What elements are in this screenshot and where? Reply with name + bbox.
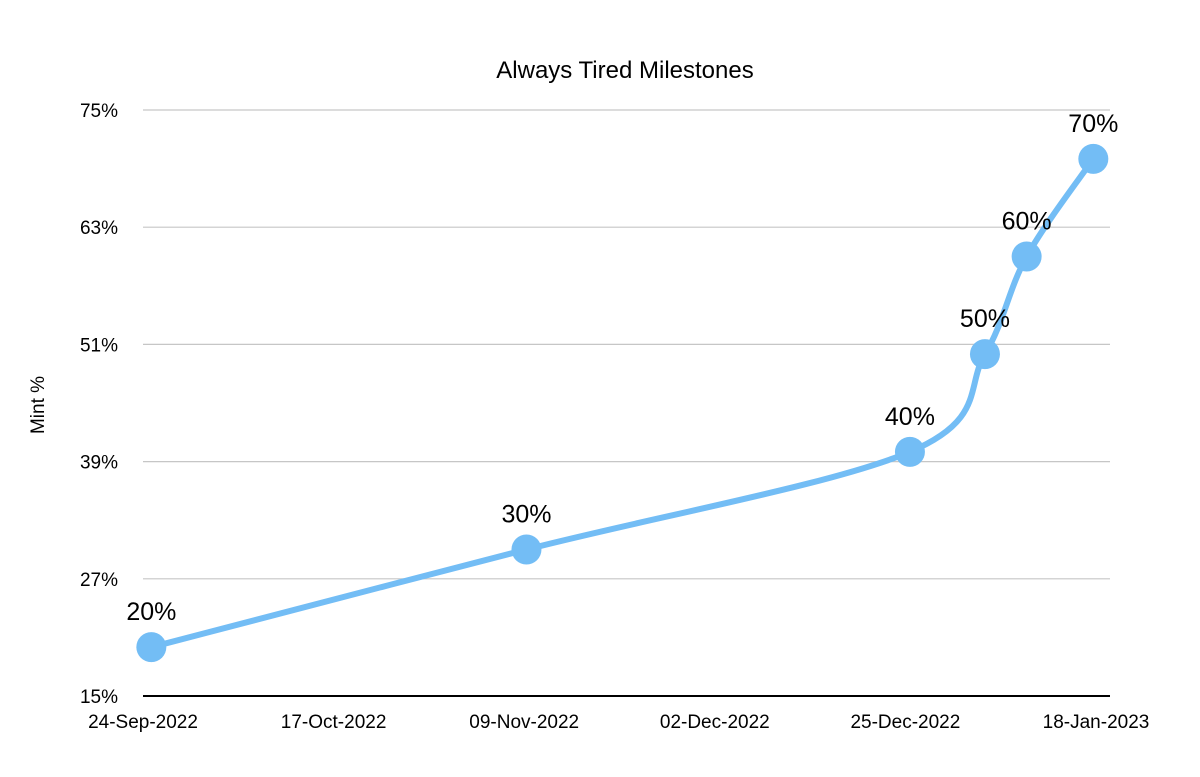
data-label: 20% [126, 598, 176, 626]
chart-title: Always Tired Milestones [496, 57, 753, 84]
data-point [969, 339, 1000, 370]
data-labels: 20% 30% 40% 50% 60% 70% [126, 110, 1118, 626]
data-point [1078, 143, 1109, 174]
x-tick-label: 09-Nov-2022 [469, 712, 579, 733]
y-tick-label: 27% [80, 570, 118, 591]
series-group [148, 155, 1097, 651]
y-tick-label: 51% [80, 335, 118, 356]
x-axis-ticks: 24-Sep-2022 17-Oct-2022 09-Nov-2022 02-Dec-… [88, 712, 1149, 733]
y-tick-label: 75% [80, 101, 118, 122]
data-points [136, 143, 1109, 663]
data-label: 60% [1002, 208, 1052, 236]
x-tick-label: 18-Jan-2023 [1043, 712, 1150, 733]
data-point [1011, 241, 1042, 272]
x-tick-label: 17-Oct-2022 [281, 712, 387, 733]
y-tick-label: 39% [80, 453, 118, 474]
y-tick-label: 63% [80, 218, 118, 239]
data-label: 50% [960, 305, 1010, 333]
grid-lines [143, 109, 1110, 697]
data-label: 30% [501, 501, 551, 529]
y-axis-label: Mint % [28, 376, 49, 434]
y-tick-label: 15% [80, 687, 118, 708]
x-tick-label: 02-Dec-2022 [660, 712, 770, 733]
data-label: 70% [1068, 110, 1118, 138]
series-line [148, 155, 1097, 651]
x-tick-label: 24-Sep-2022 [88, 712, 198, 733]
data-point [511, 534, 542, 565]
data-point [136, 632, 167, 663]
x-tick-label: 25-Dec-2022 [850, 712, 960, 733]
data-point [894, 436, 925, 467]
data-label: 40% [885, 403, 935, 431]
y-axis-ticks: 75% 63% 51% 39% 27% 15% [80, 101, 118, 708]
